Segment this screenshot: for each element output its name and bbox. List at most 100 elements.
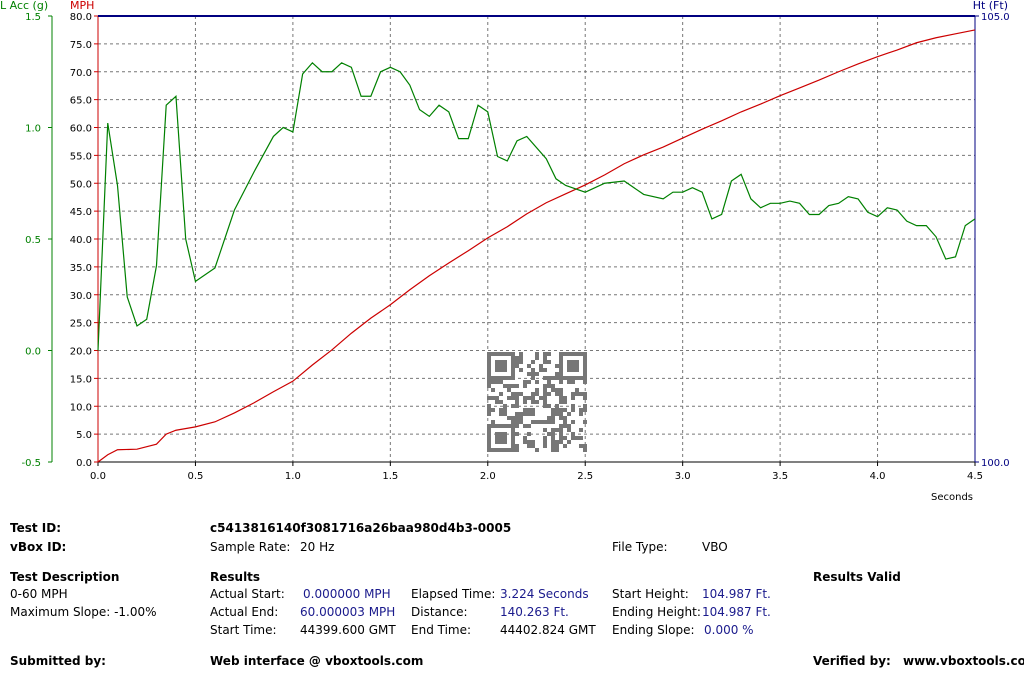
qr-cell — [503, 436, 507, 440]
y-tick-label: 70.0 — [70, 68, 92, 79]
qr-cell — [535, 388, 539, 392]
y3-tick-label: 105.0 — [981, 12, 1010, 23]
qr-cell — [527, 372, 531, 376]
qr-cell — [563, 424, 567, 428]
qr-cell — [527, 424, 531, 428]
qr-cell — [547, 416, 551, 420]
qr-cell — [551, 420, 555, 424]
qr-cell — [583, 392, 587, 396]
qr-cell — [487, 368, 491, 372]
qr-cell — [499, 448, 503, 452]
qr-cell — [559, 380, 563, 384]
qr-cell — [511, 404, 515, 408]
qr-cell — [551, 448, 555, 452]
qr-cell — [507, 416, 511, 420]
qr-cell — [547, 404, 551, 408]
qr-cell — [559, 372, 563, 376]
qr-cell — [499, 368, 503, 372]
qr-cell — [559, 388, 563, 392]
qr-cell — [503, 440, 507, 444]
qr-cell — [571, 360, 575, 364]
qr-cell — [527, 380, 531, 384]
x-tick-label: 4.5 — [967, 471, 983, 482]
qr-cell — [547, 432, 551, 436]
qr-cell — [559, 428, 563, 432]
x-tick-label: 0.0 — [90, 471, 106, 482]
qr-cell — [575, 360, 579, 364]
qr-cell — [531, 376, 535, 380]
qr-cell — [559, 356, 563, 360]
qr-cell — [487, 384, 491, 388]
qr-cell — [543, 376, 547, 380]
qr-cell — [571, 432, 575, 436]
value: 104.987 Ft. — [702, 587, 771, 601]
qr-cell — [551, 444, 555, 448]
qr-cell — [507, 396, 511, 400]
qr-cell — [495, 432, 499, 436]
qr-cell — [531, 392, 535, 396]
qr-cell — [551, 416, 555, 420]
qr-cell — [575, 376, 579, 380]
qr-cell — [579, 392, 583, 396]
qr-cell — [503, 432, 507, 436]
qr-cell — [519, 392, 523, 396]
qr-cell — [499, 352, 503, 356]
qr-cell — [527, 444, 531, 448]
label: Submitted by: — [10, 654, 106, 668]
qr-cell — [507, 384, 511, 388]
qr-cell — [499, 392, 503, 396]
value: 0.000000 MPH — [303, 587, 391, 601]
qr-cell — [515, 392, 519, 396]
qr-cell — [563, 400, 567, 404]
qr-cell — [491, 352, 495, 356]
label: Actual End: — [210, 605, 278, 619]
qr-cell — [583, 364, 587, 368]
qr-cell — [487, 440, 491, 444]
qr-cell — [543, 368, 547, 372]
qr-cell — [531, 412, 535, 416]
qr-cell — [551, 384, 555, 388]
qr-cell — [547, 392, 551, 396]
qr-cell — [583, 376, 587, 380]
qr-cell — [511, 368, 515, 372]
qr-cell — [531, 440, 535, 444]
qr-cell — [503, 376, 507, 380]
y2-tick-label: 0.5 — [25, 235, 41, 246]
qr-cell — [567, 412, 571, 416]
qr-cell — [571, 436, 575, 440]
label: Distance: — [411, 605, 468, 619]
label: File Type: — [612, 540, 668, 554]
qr-cell — [491, 376, 495, 380]
qr-cell — [535, 448, 539, 452]
value: Maximum Slope: -1.00% — [10, 605, 157, 619]
qr-cell — [499, 412, 503, 416]
qr-cell — [503, 352, 507, 356]
qr-cell — [511, 416, 515, 420]
qr-cell — [571, 408, 575, 412]
qr-cell — [491, 380, 495, 384]
qr-cell — [555, 448, 559, 452]
qr-cell — [551, 408, 555, 412]
qr-cell — [567, 364, 571, 368]
qr-cell — [507, 352, 511, 356]
qr-cell — [563, 408, 567, 412]
qr-cell — [495, 376, 499, 380]
y3-tick-label: 100.0 — [981, 458, 1010, 469]
qr-cell — [491, 420, 495, 424]
link[interactable]: www.vboxtools.com — [903, 654, 1024, 668]
qr-cell — [519, 416, 523, 420]
qr-cell — [507, 376, 511, 380]
qr-cell — [567, 428, 571, 432]
qr-cell — [555, 428, 559, 432]
qr-cell — [555, 440, 559, 444]
qr-cell — [559, 392, 563, 396]
qr-cell — [559, 364, 563, 368]
qr-cell — [571, 380, 575, 384]
qr-cell — [575, 392, 579, 396]
qr-cell — [511, 440, 515, 444]
qr-cell — [575, 388, 579, 392]
qr-cell — [495, 360, 499, 364]
qr-cell — [523, 400, 527, 404]
qr-cell — [499, 408, 503, 412]
